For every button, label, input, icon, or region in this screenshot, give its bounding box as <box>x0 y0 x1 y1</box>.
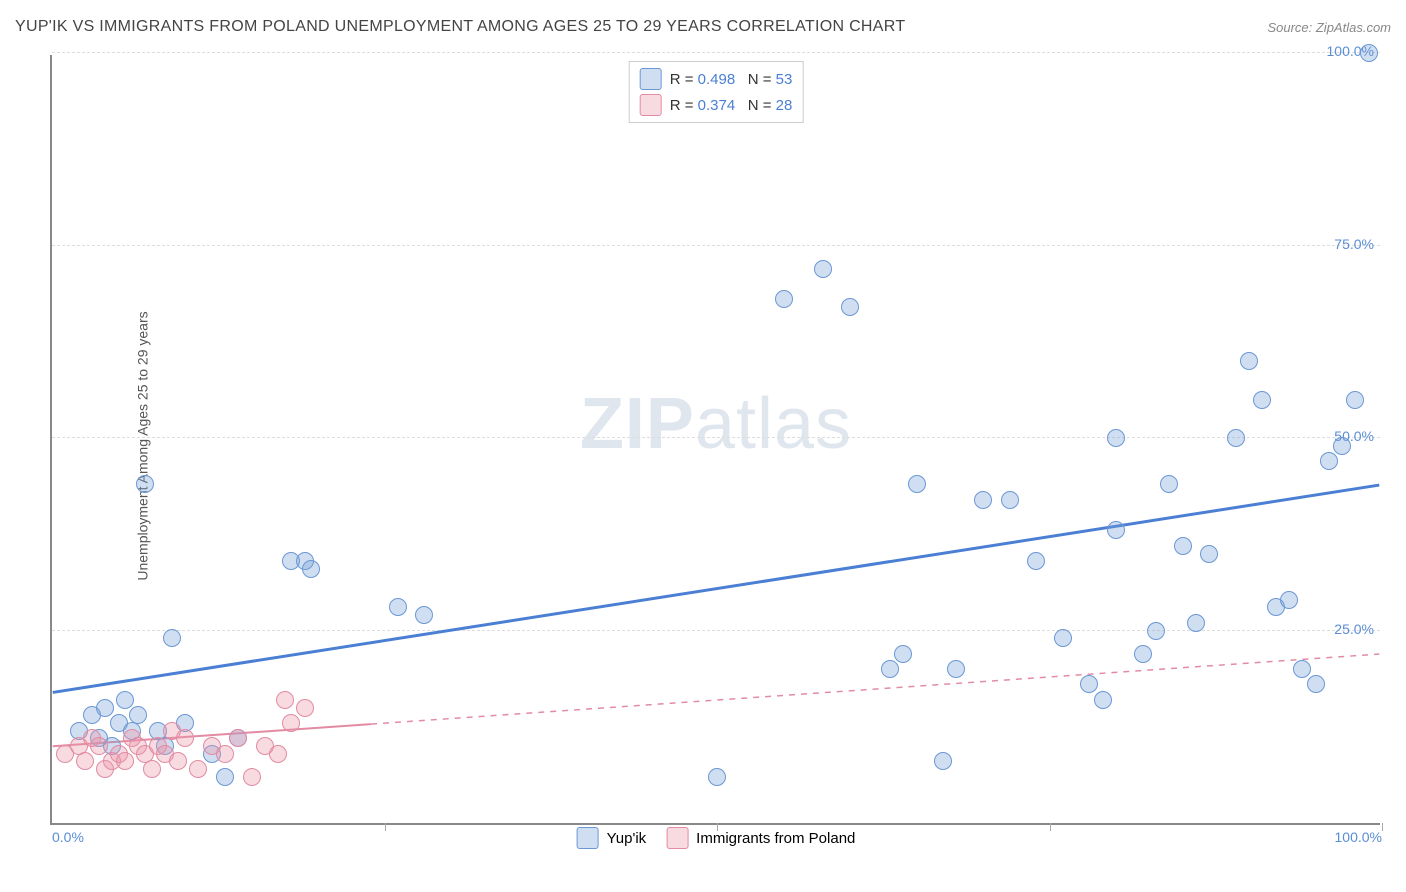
data-point <box>1134 645 1152 663</box>
data-point <box>1080 675 1098 693</box>
data-point <box>189 760 207 778</box>
data-point <box>1107 521 1125 539</box>
data-point <box>1054 629 1072 647</box>
y-tick-label: 75.0% <box>1334 236 1374 252</box>
data-point <box>1280 591 1298 609</box>
x-tick-mark <box>385 823 386 831</box>
data-point <box>269 745 287 763</box>
data-point <box>243 768 261 786</box>
data-point <box>775 290 793 308</box>
legend-stats: R = 0.498 N = 53 R = 0.374 N = 28 <box>629 61 804 123</box>
data-point <box>216 745 234 763</box>
watermark-rest: atlas <box>695 384 852 464</box>
legend-series-label: Immigrants from Poland <box>696 830 855 847</box>
legend-series-item: Immigrants from Poland <box>666 827 855 849</box>
source-label: Source: ZipAtlas.com <box>1267 20 1391 35</box>
trend-lines <box>52 55 1380 823</box>
data-point <box>1187 614 1205 632</box>
chart-title: YUP'IK VS IMMIGRANTS FROM POLAND UNEMPLO… <box>15 18 905 36</box>
data-point <box>908 475 926 493</box>
x-tick-label: 0.0% <box>52 829 84 845</box>
data-point <box>1307 675 1325 693</box>
data-point <box>302 560 320 578</box>
data-point <box>163 629 181 647</box>
legend-stats-row: R = 0.374 N = 28 <box>640 92 793 118</box>
gridline-h <box>52 245 1380 246</box>
legend-swatch <box>640 68 662 90</box>
data-point <box>415 606 433 624</box>
data-point <box>90 737 108 755</box>
data-point <box>136 475 154 493</box>
data-point <box>708 768 726 786</box>
data-point <box>96 699 114 717</box>
data-point <box>169 752 187 770</box>
scatter-chart: ZIPatlas 25.0%50.0%75.0%100.0%0.0%100.0%… <box>50 55 1380 825</box>
data-point <box>1227 429 1245 447</box>
data-point <box>143 760 161 778</box>
legend-swatch <box>577 827 599 849</box>
data-point <box>1094 691 1112 709</box>
data-point <box>176 729 194 747</box>
watermark: ZIPatlas <box>580 383 852 465</box>
data-point <box>934 752 952 770</box>
title-bar: YUP'IK VS IMMIGRANTS FROM POLAND UNEMPLO… <box>15 18 1391 36</box>
data-point <box>881 660 899 678</box>
data-point <box>76 752 94 770</box>
data-point <box>1333 437 1351 455</box>
data-point <box>282 714 300 732</box>
data-point <box>129 706 147 724</box>
data-point <box>1240 352 1258 370</box>
data-point <box>841 298 859 316</box>
x-tick-label: 100.0% <box>1335 829 1382 845</box>
data-point <box>974 491 992 509</box>
data-point <box>1001 491 1019 509</box>
data-point <box>296 699 314 717</box>
data-point <box>216 768 234 786</box>
y-tick-label: 25.0% <box>1334 621 1374 637</box>
data-point <box>1293 660 1311 678</box>
data-point <box>894 645 912 663</box>
x-tick-mark <box>1050 823 1051 831</box>
data-point <box>1320 452 1338 470</box>
data-point <box>1107 429 1125 447</box>
gridline-h <box>52 52 1380 53</box>
data-point <box>1360 44 1378 62</box>
data-point <box>1346 391 1364 409</box>
legend-stats-text: R = 0.498 N = 53 <box>670 71 793 88</box>
data-point <box>947 660 965 678</box>
gridline-h <box>52 630 1380 631</box>
data-point <box>1174 537 1192 555</box>
legend-swatch <box>640 94 662 116</box>
watermark-bold: ZIP <box>580 384 695 464</box>
legend-stats-text: R = 0.374 N = 28 <box>670 97 793 114</box>
data-point <box>116 752 134 770</box>
legend-series: Yup'ik Immigrants from Poland <box>577 827 856 849</box>
data-point <box>389 598 407 616</box>
legend-swatch <box>666 827 688 849</box>
data-point <box>116 691 134 709</box>
legend-stats-row: R = 0.498 N = 53 <box>640 66 793 92</box>
legend-series-item: Yup'ik <box>577 827 647 849</box>
data-point <box>229 729 247 747</box>
data-point <box>814 260 832 278</box>
data-point <box>1027 552 1045 570</box>
data-point <box>1253 391 1271 409</box>
data-point <box>1160 475 1178 493</box>
gridline-h <box>52 437 1380 438</box>
data-point <box>276 691 294 709</box>
data-point <box>1200 545 1218 563</box>
data-point <box>1147 622 1165 640</box>
x-tick-mark <box>1382 823 1383 831</box>
legend-series-label: Yup'ik <box>607 830 647 847</box>
